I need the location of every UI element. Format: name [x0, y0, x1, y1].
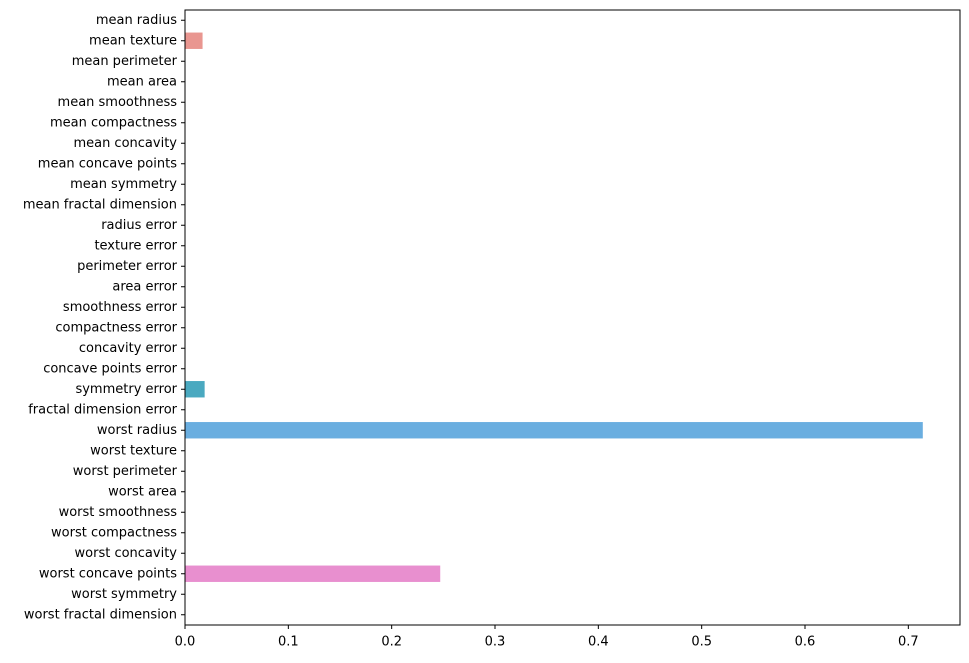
bar — [185, 32, 203, 49]
y-tick-label: fractal dimension error — [28, 402, 177, 417]
y-tick-label: radius error — [101, 218, 177, 233]
y-tick-label: mean fractal dimension — [23, 197, 177, 212]
y-tick-label: worst concave points — [39, 566, 177, 581]
y-tick-label: worst concavity — [75, 546, 178, 561]
x-tick-label: 0.2 — [381, 635, 402, 650]
y-tick-label: compactness error — [55, 320, 177, 335]
y-tick-label: mean area — [107, 74, 177, 89]
y-tick-label: concave points error — [43, 361, 177, 376]
x-tick-label: 0.3 — [485, 635, 506, 650]
y-tick-label: worst area — [108, 484, 177, 499]
y-tick-label: mean radius — [96, 13, 177, 28]
y-tick-label: mean smoothness — [58, 95, 178, 110]
x-tick-label: 0.4 — [588, 635, 609, 650]
y-tick-label: mean concavity — [73, 136, 177, 151]
x-tick-label: 0.6 — [795, 635, 816, 650]
y-tick-label: worst symmetry — [71, 587, 177, 602]
y-tick-label: worst smoothness — [59, 505, 178, 520]
y-tick-label: worst texture — [90, 443, 177, 458]
y-tick-label: worst fractal dimension — [24, 607, 177, 622]
y-tick-label: mean perimeter — [72, 54, 178, 69]
bar — [185, 381, 205, 398]
y-tick-label: texture error — [94, 238, 177, 253]
bar — [185, 422, 923, 439]
x-tick-label: 0.5 — [691, 635, 712, 650]
x-tick-label: 0.1 — [278, 635, 299, 650]
y-tick-label: symmetry error — [75, 382, 177, 397]
x-tick-label: 0.0 — [175, 635, 196, 650]
y-tick-label: mean concave points — [38, 156, 177, 171]
axes-frame — [184, 9, 961, 626]
y-tick-label: smoothness error — [63, 300, 178, 315]
y-tick-label: mean symmetry — [70, 177, 177, 192]
y-tick-label: worst perimeter — [73, 464, 178, 479]
y-tick-label: area error — [112, 279, 177, 294]
y-tick-label: worst compactness — [51, 525, 177, 540]
y-tick-label: mean compactness — [50, 115, 177, 130]
bar — [185, 565, 441, 582]
y-tick-label: worst radius — [97, 423, 177, 438]
y-tick-label: concavity error — [79, 341, 178, 356]
y-tick-label: perimeter error — [77, 259, 178, 274]
x-tick-label: 0.7 — [898, 635, 919, 650]
y-tick-label: mean texture — [89, 33, 177, 48]
